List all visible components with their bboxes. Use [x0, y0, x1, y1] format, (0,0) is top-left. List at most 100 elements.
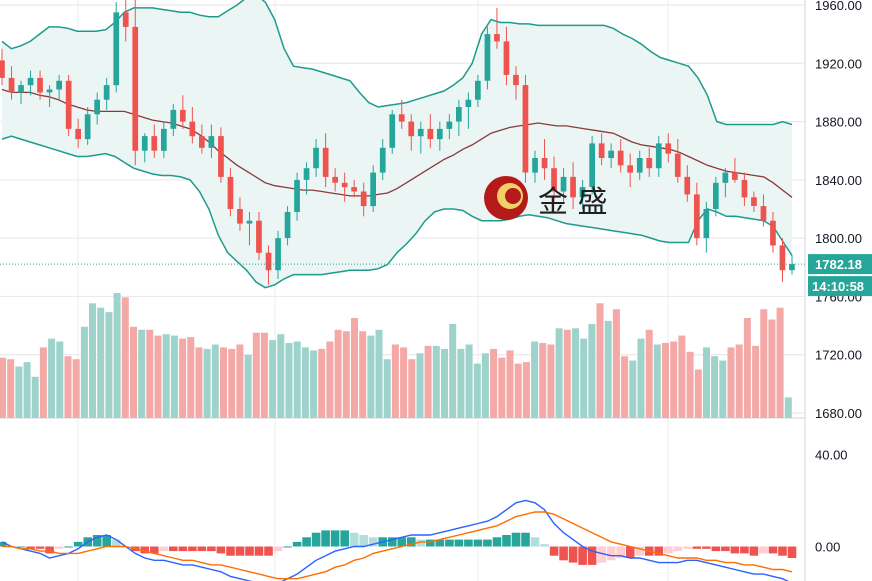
- volume-bar: [342, 331, 350, 418]
- price-tick-label: 1880.00: [815, 115, 862, 130]
- candle[interactable]: [684, 165, 691, 202]
- candle[interactable]: [456, 99, 462, 137]
- candle[interactable]: [0, 48, 5, 86]
- candle[interactable]: [665, 133, 672, 163]
- candle[interactable]: [84, 107, 91, 145]
- candle[interactable]: [161, 121, 167, 158]
- candle-body: [56, 80, 62, 90]
- candle[interactable]: [437, 121, 443, 151]
- candle[interactable]: [598, 133, 605, 166]
- candle[interactable]: [655, 136, 662, 177]
- volume-bar: [457, 348, 465, 418]
- candle[interactable]: [703, 201, 710, 253]
- candle[interactable]: [417, 121, 424, 154]
- candle[interactable]: [151, 124, 158, 158]
- candle[interactable]: [170, 104, 177, 137]
- candle[interactable]: [513, 66, 519, 100]
- candle[interactable]: [303, 162, 310, 195]
- volume-bar: [522, 362, 530, 418]
- volume-bar: [48, 338, 56, 418]
- candle[interactable]: [722, 168, 729, 198]
- candle[interactable]: [75, 118, 81, 148]
- candle[interactable]: [694, 182, 700, 246]
- candle[interactable]: [608, 143, 614, 169]
- candle[interactable]: [132, 0, 139, 166]
- candle-body: [589, 143, 595, 188]
- candle[interactable]: [760, 194, 767, 227]
- candle[interactable]: [589, 136, 595, 195]
- candle[interactable]: [636, 150, 643, 180]
- candle[interactable]: [674, 139, 681, 183]
- candle[interactable]: [779, 238, 786, 282]
- candle[interactable]: [351, 179, 357, 198]
- candle[interactable]: [646, 147, 653, 177]
- candle[interactable]: [341, 172, 348, 202]
- candle[interactable]: [313, 139, 319, 177]
- candle[interactable]: [389, 109, 396, 154]
- candle[interactable]: [8, 66, 15, 100]
- candle[interactable]: [141, 133, 148, 163]
- candle[interactable]: [65, 74, 72, 137]
- candle[interactable]: [770, 211, 776, 253]
- candle[interactable]: [503, 26, 510, 86]
- candle[interactable]: [332, 168, 338, 192]
- candle[interactable]: [522, 74, 529, 183]
- candle[interactable]: [322, 133, 329, 188]
- candle[interactable]: [122, 0, 129, 42]
- candle[interactable]: [46, 85, 53, 107]
- candle[interactable]: [741, 172, 748, 207]
- candle[interactable]: [113, 2, 120, 93]
- candle[interactable]: [408, 114, 415, 151]
- candle[interactable]: [446, 114, 453, 140]
- candle[interactable]: [370, 165, 376, 212]
- candle[interactable]: [379, 139, 386, 180]
- candle[interactable]: [180, 95, 186, 129]
- candle[interactable]: [551, 156, 557, 202]
- candle[interactable]: [789, 255, 795, 275]
- candle[interactable]: [27, 70, 34, 96]
- candle[interactable]: [713, 176, 719, 217]
- volume-bar: [130, 326, 137, 418]
- candle[interactable]: [256, 211, 262, 260]
- candle-body: [303, 168, 310, 180]
- candle-body: [646, 158, 653, 169]
- candle[interactable]: [465, 92, 472, 129]
- candle[interactable]: [570, 162, 576, 209]
- candle[interactable]: [103, 77, 110, 110]
- candle[interactable]: [541, 139, 548, 180]
- candle[interactable]: [294, 172, 300, 221]
- macd-histogram-bar: [92, 535, 102, 547]
- candle[interactable]: [751, 191, 757, 212]
- candle[interactable]: [265, 245, 272, 285]
- candle[interactable]: [199, 124, 205, 154]
- candle[interactable]: [475, 74, 481, 107]
- candle[interactable]: [189, 107, 196, 144]
- volume-bar: [547, 344, 555, 418]
- candle[interactable]: [227, 168, 234, 217]
- volume-bar: [612, 309, 620, 418]
- candle[interactable]: [284, 206, 291, 246]
- candle[interactable]: [360, 182, 367, 217]
- candle[interactable]: [218, 127, 224, 183]
- candle[interactable]: [494, 7, 500, 49]
- candle[interactable]: [627, 153, 633, 188]
- candle[interactable]: [732, 158, 738, 183]
- candle[interactable]: [56, 74, 62, 100]
- candle[interactable]: [246, 211, 253, 246]
- candle[interactable]: [18, 80, 24, 105]
- candle[interactable]: [617, 139, 624, 173]
- macd-histogram-bar: [749, 546, 759, 556]
- candle[interactable]: [427, 114, 434, 148]
- candle[interactable]: [275, 230, 281, 279]
- candle[interactable]: [237, 197, 243, 231]
- candle[interactable]: [208, 124, 215, 158]
- candle[interactable]: [398, 99, 405, 129]
- candle[interactable]: [579, 179, 586, 209]
- candle[interactable]: [94, 92, 100, 125]
- candle[interactable]: [560, 168, 567, 202]
- candle[interactable]: [484, 26, 491, 90]
- candle[interactable]: [37, 70, 43, 100]
- candle[interactable]: [532, 150, 538, 183]
